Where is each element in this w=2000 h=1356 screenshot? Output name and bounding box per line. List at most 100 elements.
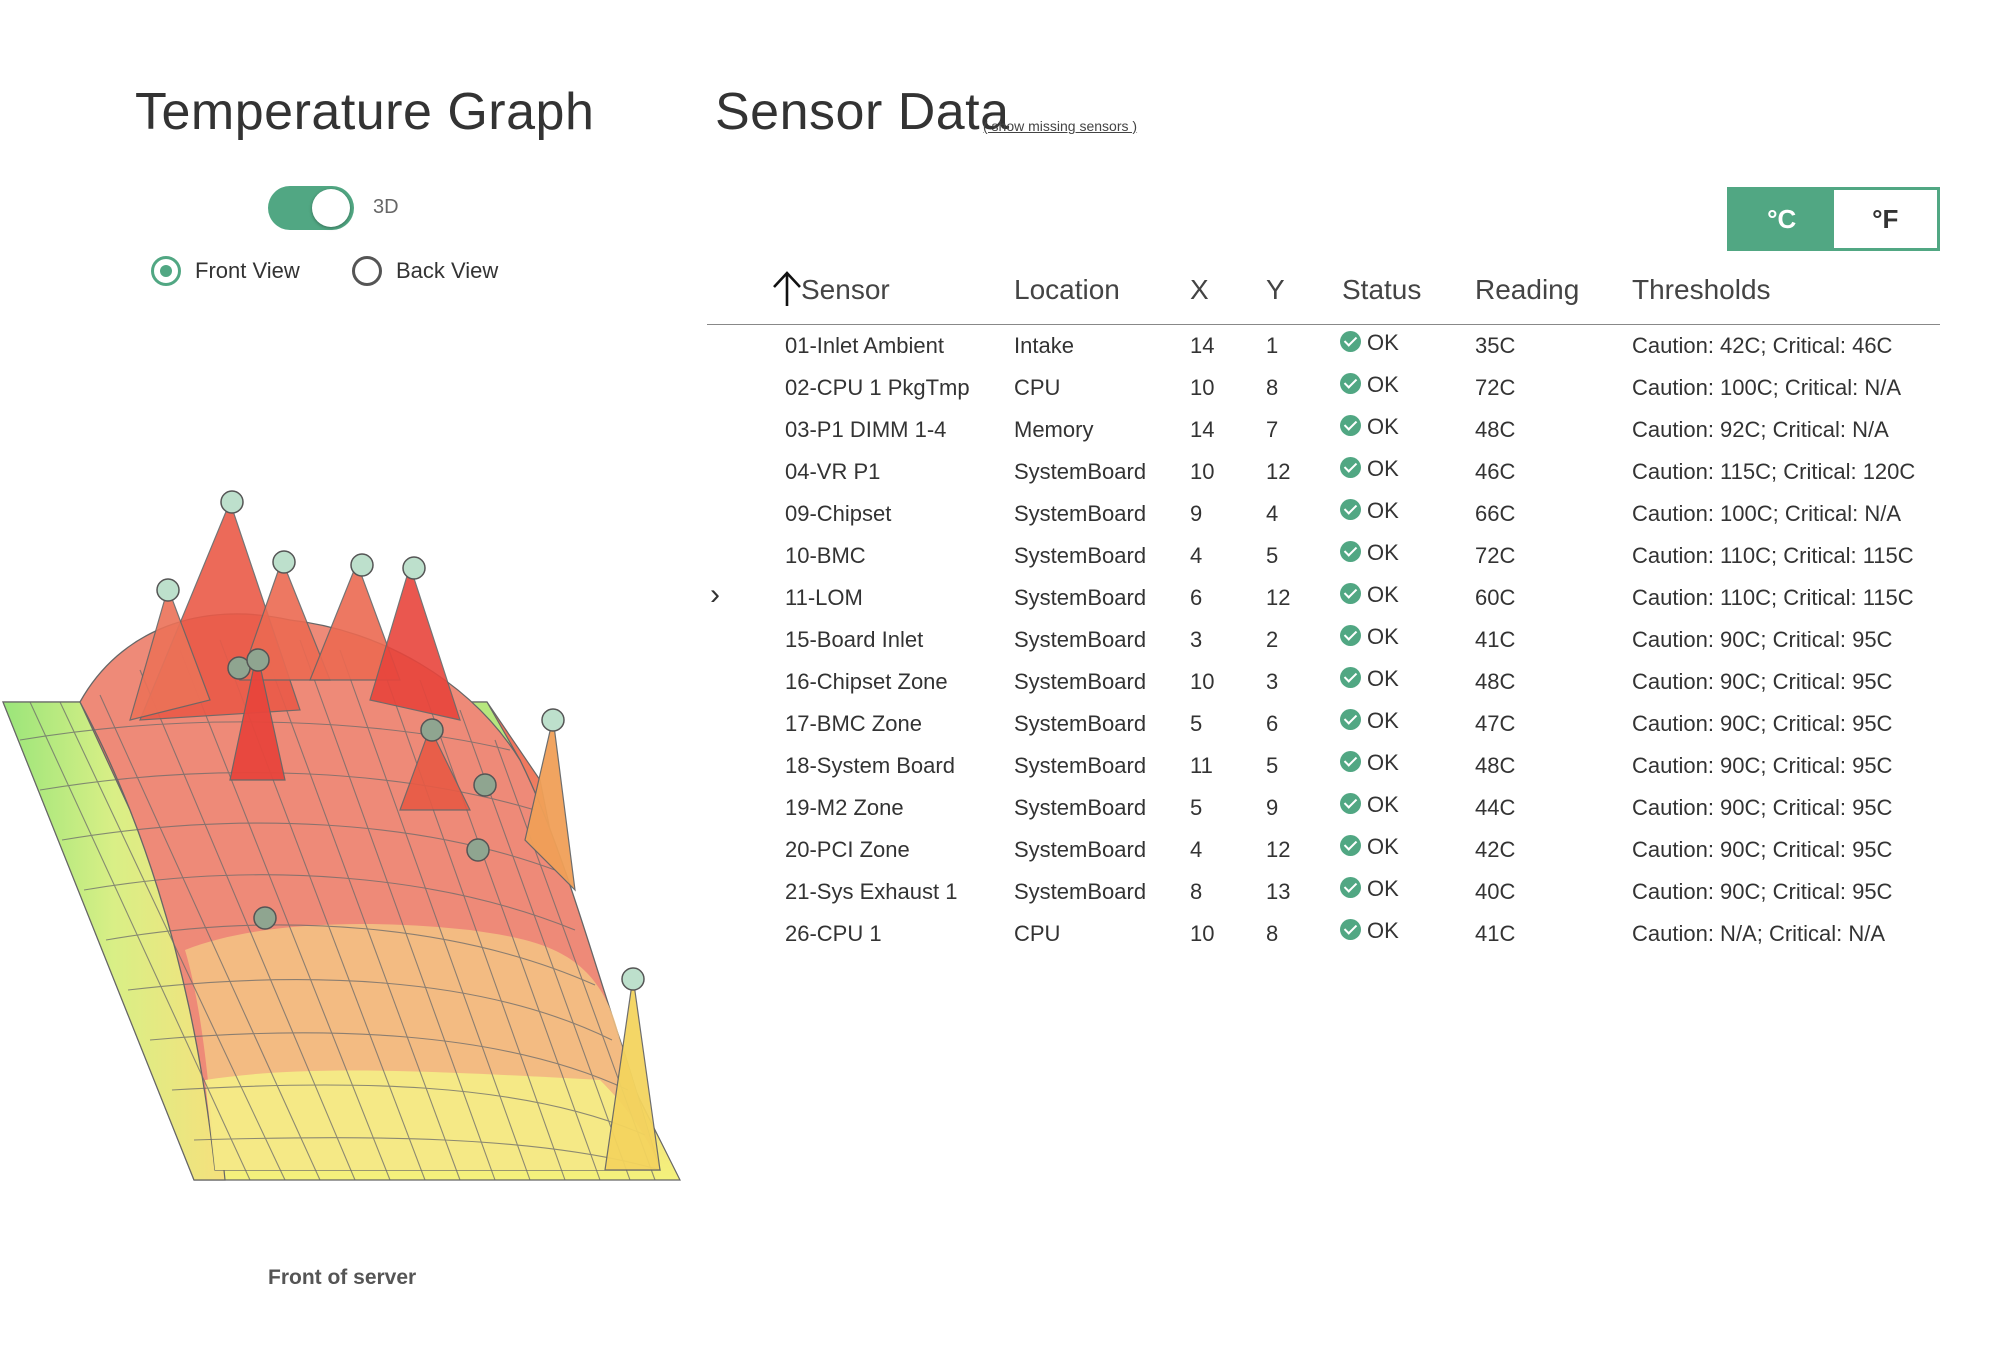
sensor-thresholds: Caution: 115C; Critical: 120C bbox=[1632, 459, 1916, 484]
status-text: OK bbox=[1367, 666, 1399, 691]
table-row[interactable]: 04-VR P1 SystemBoard 10 12 OK 46C Caution: 115… bbox=[707, 451, 1940, 493]
sensor-y: 6 bbox=[1266, 711, 1279, 736]
sensor-status: OK bbox=[1340, 540, 1399, 566]
sensor-location: SystemBoard bbox=[1014, 669, 1147, 694]
radio-unselected-icon bbox=[352, 256, 382, 286]
status-text: OK bbox=[1367, 834, 1399, 859]
sensor-x: 10 bbox=[1190, 921, 1215, 946]
table-row[interactable]: 21-Sys Exhaust 1 SystemBoard 8 13 OK 40C Cauti… bbox=[707, 871, 1940, 913]
column-header-thresholds[interactable]: Thresholds bbox=[1632, 274, 1771, 305]
status-text: OK bbox=[1367, 456, 1399, 481]
sensor-reading: 44C bbox=[1475, 795, 1516, 820]
sensor-x: 4 bbox=[1190, 837, 1203, 862]
sensor-thresholds: Caution: 90C; Critical: 95C bbox=[1632, 753, 1893, 778]
sensor-status: OK bbox=[1340, 792, 1399, 818]
unit-switch: °C °F bbox=[1727, 187, 1940, 251]
table-row[interactable]: 20-PCI Zone SystemBoard 4 12 OK 42C Caution: 9… bbox=[707, 829, 1940, 871]
sensor-x: 6 bbox=[1190, 585, 1203, 610]
3d-toggle[interactable] bbox=[268, 186, 354, 230]
sensor-location: SystemBoard bbox=[1014, 837, 1147, 862]
table-row[interactable]: 10-BMC SystemBoard 4 5 OK 72C Caution: 110C; C… bbox=[707, 535, 1940, 577]
sensor-x: 9 bbox=[1190, 501, 1203, 526]
back-view-radio[interactable]: Back View bbox=[352, 256, 498, 286]
sensor-status: OK bbox=[1340, 750, 1399, 776]
sensor-reading: 60C bbox=[1475, 585, 1516, 610]
sort-ascending-icon[interactable] bbox=[770, 270, 804, 308]
status-ok-icon bbox=[1340, 331, 1361, 352]
sensor-location: SystemBoard bbox=[1014, 543, 1147, 568]
sensor-thresholds: Caution: 100C; Critical: N/A bbox=[1632, 375, 1901, 400]
table-row[interactable]: 01-Inlet Ambient Intake 14 1 OK 35C Caution: 4… bbox=[707, 325, 1940, 367]
sensor-location: CPU bbox=[1014, 921, 1061, 946]
back-view-label: Back View bbox=[396, 258, 499, 283]
status-ok-icon bbox=[1340, 583, 1361, 604]
sensor-name: 26-CPU 1 bbox=[785, 921, 882, 946]
sensor-x: 4 bbox=[1190, 543, 1203, 568]
status-ok-icon bbox=[1340, 373, 1361, 394]
table-row[interactable]: 15-Board Inlet SystemBoard 3 2 OK 41C Caution:… bbox=[707, 619, 1940, 661]
column-header-sensor[interactable]: Sensor bbox=[801, 274, 890, 305]
column-header-location[interactable]: Location bbox=[1014, 274, 1120, 305]
table-row[interactable]: 16-Chipset Zone SystemBoard 10 3 OK 48C Cautio… bbox=[707, 661, 1940, 703]
sensor-x: 10 bbox=[1190, 459, 1215, 484]
table-row[interactable]: 19-M2 Zone SystemBoard 5 9 OK 44C Caution: 90C… bbox=[707, 787, 1940, 829]
sensor-location: SystemBoard bbox=[1014, 753, 1147, 778]
status-text: OK bbox=[1367, 624, 1399, 649]
status-ok-icon bbox=[1340, 541, 1361, 562]
sensor-status: OK bbox=[1340, 876, 1399, 902]
front-view-label: Front View bbox=[195, 258, 300, 283]
table-row[interactable]: 26-CPU 1 CPU 10 8 OK 41C Caution: N/A; Critica… bbox=[707, 913, 1940, 955]
sensor-thresholds: Caution: 92C; Critical: N/A bbox=[1632, 417, 1889, 442]
sensor-name: 01-Inlet Ambient bbox=[785, 333, 944, 358]
table-row[interactable]: 03-P1 DIMM 1-4 Memory 14 7 OK 48C Caution: 92C… bbox=[707, 409, 1940, 451]
fahrenheit-button[interactable]: °F bbox=[1833, 190, 1937, 248]
status-ok-icon bbox=[1340, 751, 1361, 772]
front-view-radio[interactable]: Front View bbox=[151, 256, 300, 286]
sensor-name: 03-P1 DIMM 1-4 bbox=[785, 417, 947, 442]
sensor-name: 04-VR P1 bbox=[785, 459, 881, 484]
status-ok-icon bbox=[1340, 667, 1361, 688]
sensor-x: 5 bbox=[1190, 711, 1203, 736]
status-text: OK bbox=[1367, 918, 1399, 943]
sensor-reading: 66C bbox=[1475, 501, 1516, 526]
table-row[interactable]: 09-Chipset SystemBoard 9 4 OK 66C Caution: 100… bbox=[707, 493, 1940, 535]
sensor-markers[interactable] bbox=[156, 490, 645, 991]
sensor-thresholds: Caution: 90C; Critical: 95C bbox=[1632, 795, 1893, 820]
sensor-reading: 41C bbox=[1475, 921, 1516, 946]
status-ok-icon bbox=[1340, 877, 1361, 898]
sensor-name: 10-BMC bbox=[785, 543, 866, 568]
sensor-thresholds: Caution: 90C; Critical: 95C bbox=[1632, 627, 1893, 652]
sensor-status: OK bbox=[1340, 666, 1399, 692]
sensor-location: Memory bbox=[1014, 417, 1094, 442]
sensor-status: OK bbox=[1340, 456, 1399, 482]
sensor-name: 09-Chipset bbox=[785, 501, 892, 526]
sensor-reading: 72C bbox=[1475, 375, 1516, 400]
column-header-reading[interactable]: Reading bbox=[1475, 274, 1580, 305]
sensor-location: Intake bbox=[1014, 333, 1074, 358]
table-row[interactable]: 02-CPU 1 PkgTmp CPU 10 8 OK 72C Caution: 100C;… bbox=[707, 367, 1940, 409]
sensor-reading: 41C bbox=[1475, 627, 1516, 652]
sensor-x: 14 bbox=[1190, 417, 1215, 442]
table-header: Sensor Location X Y Status Reading Thres… bbox=[707, 266, 1940, 325]
column-header-x[interactable]: X bbox=[1190, 274, 1209, 305]
table-row[interactable]: 18-System Board SystemBoard 11 5 OK 48C Cautio… bbox=[707, 745, 1940, 787]
sensor-thresholds: Caution: 90C; Critical: 95C bbox=[1632, 879, 1893, 904]
temperature-3d-surface[interactable] bbox=[0, 480, 700, 1200]
sensor-x: 3 bbox=[1190, 627, 1203, 652]
sensor-location: SystemBoard bbox=[1014, 711, 1147, 736]
sensor-y: 13 bbox=[1266, 879, 1291, 904]
show-missing-sensors-link[interactable]: ( show missing sensors ) bbox=[983, 118, 1138, 134]
table-row[interactable]: 17-BMC Zone SystemBoard 5 6 OK 47C Caution: 90… bbox=[707, 703, 1940, 745]
sensor-location: CPU bbox=[1014, 375, 1061, 400]
sensor-name: 15-Board Inlet bbox=[785, 627, 924, 652]
status-text: OK bbox=[1367, 372, 1399, 397]
sensor-reading: 48C bbox=[1475, 417, 1516, 442]
column-header-status[interactable]: Status bbox=[1342, 274, 1422, 305]
celsius-button[interactable]: °C bbox=[1730, 190, 1834, 248]
status-ok-icon bbox=[1340, 625, 1361, 646]
sensor-status: OK bbox=[1340, 372, 1399, 398]
table-row[interactable]: 11-LOM SystemBoard 6 12 OK 60C Caution: 110C; … bbox=[707, 577, 1940, 619]
expand-panel-chevron-icon[interactable]: › bbox=[710, 578, 720, 611]
column-header-y[interactable]: Y bbox=[1266, 274, 1285, 305]
status-ok-icon bbox=[1340, 415, 1361, 436]
